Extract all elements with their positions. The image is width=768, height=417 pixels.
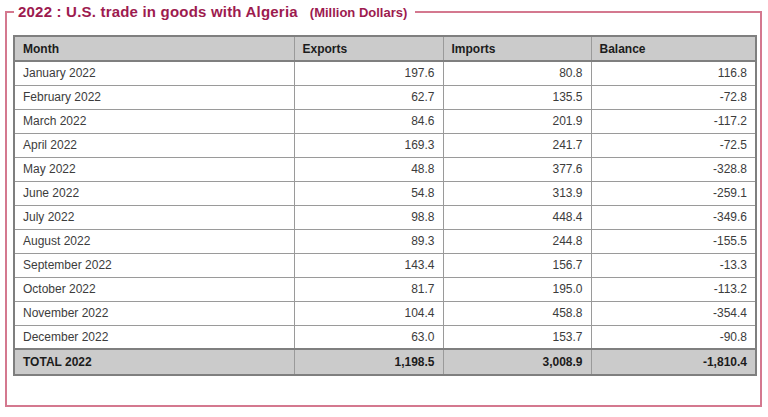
total-exports-cell: 1,198.5 <box>294 349 443 375</box>
total-row: TOTAL 2022 1,198.5 3,008.9 -1,810.4 <box>14 349 756 375</box>
imports-cell: 241.7 <box>443 133 591 157</box>
balance-cell: -259.1 <box>591 181 756 205</box>
imports-cell: 135.5 <box>443 85 591 109</box>
month-cell: March 2022 <box>14 109 294 133</box>
imports-cell: 244.8 <box>443 229 591 253</box>
trade-data-table: Month Exports Imports Balance January 20… <box>13 35 757 376</box>
exports-cell: 84.6 <box>294 109 443 133</box>
exports-cell: 197.6 <box>294 61 443 85</box>
month-cell: April 2022 <box>14 133 294 157</box>
month-cell: October 2022 <box>14 277 294 301</box>
table-row: May 2022 48.8 377.6 -328.8 <box>14 157 756 181</box>
balance-cell: -72.8 <box>591 85 756 109</box>
exports-cell: 63.0 <box>294 325 443 349</box>
exports-cell: 89.3 <box>294 229 443 253</box>
total-balance-cell: -1,810.4 <box>591 349 756 375</box>
exports-cell: 98.8 <box>294 205 443 229</box>
exports-cell: 169.3 <box>294 133 443 157</box>
imports-cell: 80.8 <box>443 61 591 85</box>
column-header-month: Month <box>14 36 294 61</box>
table-row: December 2022 63.0 153.7 -90.8 <box>14 325 756 349</box>
month-cell: December 2022 <box>14 325 294 349</box>
table-row: August 2022 89.3 244.8 -155.5 <box>14 229 756 253</box>
table-row: July 2022 98.8 448.4 -349.6 <box>14 205 756 229</box>
month-cell: June 2022 <box>14 181 294 205</box>
balance-cell: -328.8 <box>591 157 756 181</box>
trade-table-frame: 2022 : U.S. trade in goods with Algeria … <box>5 11 762 407</box>
table-row: February 2022 62.7 135.5 -72.8 <box>14 85 756 109</box>
balance-cell: -354.4 <box>591 301 756 325</box>
month-cell: July 2022 <box>14 205 294 229</box>
imports-cell: 156.7 <box>443 253 591 277</box>
table-row: November 2022 104.4 458.8 -354.4 <box>14 301 756 325</box>
table-row: March 2022 84.6 201.9 -117.2 <box>14 109 756 133</box>
imports-cell: 313.9 <box>443 181 591 205</box>
imports-cell: 448.4 <box>443 205 591 229</box>
month-cell: February 2022 <box>14 85 294 109</box>
table-legend: 2022 : U.S. trade in goods with Algeria … <box>14 1 415 24</box>
balance-cell: -72.5 <box>591 133 756 157</box>
imports-cell: 201.9 <box>443 109 591 133</box>
exports-cell: 54.8 <box>294 181 443 205</box>
month-cell: August 2022 <box>14 229 294 253</box>
month-cell: September 2022 <box>14 253 294 277</box>
month-cell: November 2022 <box>14 301 294 325</box>
balance-cell: -155.5 <box>591 229 756 253</box>
exports-cell: 143.4 <box>294 253 443 277</box>
month-cell: January 2022 <box>14 61 294 85</box>
imports-cell: 458.8 <box>443 301 591 325</box>
table-row: October 2022 81.7 195.0 -113.2 <box>14 277 756 301</box>
total-imports-cell: 3,008.9 <box>443 349 591 375</box>
table-header-row: Month Exports Imports Balance <box>14 36 756 61</box>
table-row: January 2022 197.6 80.8 116.8 <box>14 61 756 85</box>
imports-cell: 153.7 <box>443 325 591 349</box>
imports-cell: 195.0 <box>443 277 591 301</box>
month-cell: May 2022 <box>14 157 294 181</box>
column-header-balance: Balance <box>591 36 756 61</box>
column-header-imports: Imports <box>443 36 591 61</box>
page-title: 2022 : U.S. trade in goods with Algeria <box>18 1 298 23</box>
exports-cell: 81.7 <box>294 277 443 301</box>
column-header-exports: Exports <box>294 36 443 61</box>
exports-cell: 48.8 <box>294 157 443 181</box>
total-label-cell: TOTAL 2022 <box>14 349 294 375</box>
table-row: September 2022 143.4 156.7 -13.3 <box>14 253 756 277</box>
balance-cell: -113.2 <box>591 277 756 301</box>
imports-cell: 377.6 <box>443 157 591 181</box>
balance-cell: -90.8 <box>591 325 756 349</box>
table-row: June 2022 54.8 313.9 -259.1 <box>14 181 756 205</box>
balance-cell: -117.2 <box>591 109 756 133</box>
balance-cell: -13.3 <box>591 253 756 277</box>
exports-cell: 62.7 <box>294 85 443 109</box>
balance-cell: -349.6 <box>591 205 756 229</box>
balance-cell: 116.8 <box>591 61 756 85</box>
units-label: (Million Dollars) <box>310 2 408 24</box>
table-row: April 2022 169.3 241.7 -72.5 <box>14 133 756 157</box>
exports-cell: 104.4 <box>294 301 443 325</box>
